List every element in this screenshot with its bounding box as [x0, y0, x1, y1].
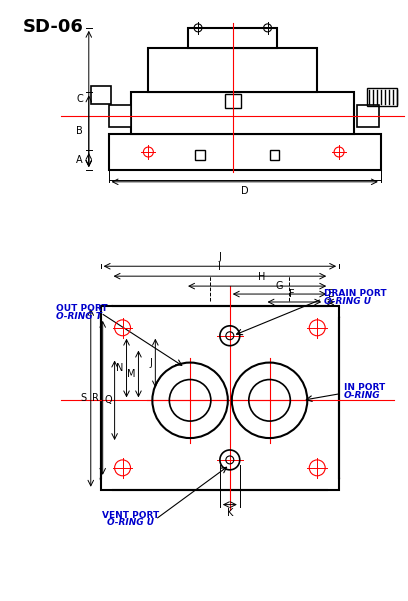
- Text: E: E: [328, 289, 334, 299]
- Text: O-RING: O-RING: [344, 391, 381, 400]
- Text: K: K: [226, 508, 233, 517]
- Text: IN PORT: IN PORT: [344, 383, 385, 392]
- Bar: [270, 150, 279, 160]
- Text: N: N: [116, 363, 124, 373]
- Text: R: R: [92, 393, 99, 403]
- Text: M: M: [127, 369, 135, 379]
- Text: OUT PORT: OUT PORT: [56, 304, 108, 313]
- Text: H: H: [258, 272, 266, 282]
- Bar: [367, 88, 397, 106]
- Bar: [195, 150, 205, 160]
- Text: G: G: [276, 281, 283, 291]
- Text: I: I: [218, 262, 221, 272]
- Text: SD-06: SD-06: [23, 18, 84, 36]
- Bar: [188, 28, 277, 47]
- Text: DRAIN PORT: DRAIN PORT: [324, 289, 387, 298]
- Text: O-RING U: O-RING U: [324, 297, 371, 306]
- Text: Q: Q: [104, 395, 112, 405]
- Text: F: F: [288, 289, 294, 299]
- Bar: [149, 47, 317, 93]
- Text: B: B: [76, 126, 83, 136]
- Bar: [357, 105, 379, 127]
- Text: O-RING T: O-RING T: [56, 312, 102, 321]
- Text: O-RING U: O-RING U: [107, 519, 154, 528]
- Bar: [91, 87, 111, 105]
- Text: J: J: [149, 358, 152, 368]
- Text: A: A: [76, 155, 83, 165]
- Text: J: J: [218, 252, 221, 262]
- Bar: [109, 105, 131, 127]
- Bar: [101, 306, 339, 490]
- Bar: [225, 94, 241, 108]
- Text: C: C: [76, 94, 83, 104]
- Bar: [109, 134, 381, 170]
- Text: D: D: [241, 186, 248, 196]
- Bar: [131, 93, 354, 134]
- Text: VENT PORT: VENT PORT: [102, 510, 159, 519]
- Text: S: S: [81, 393, 87, 403]
